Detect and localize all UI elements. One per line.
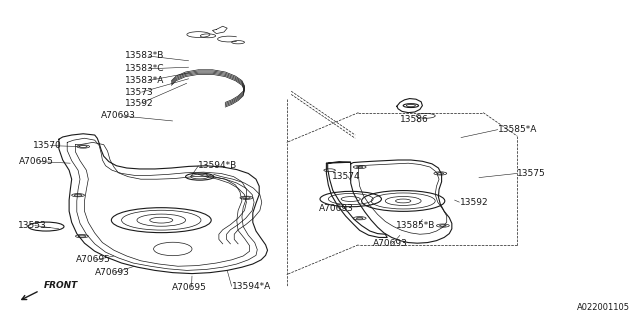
Text: 13583*C: 13583*C — [125, 64, 164, 73]
Text: A70695: A70695 — [172, 283, 206, 292]
Text: A022001105: A022001105 — [577, 303, 630, 312]
Text: 13573: 13573 — [125, 88, 154, 97]
Text: A70695: A70695 — [76, 255, 110, 264]
Text: 13585*A: 13585*A — [498, 125, 538, 134]
Text: 13586: 13586 — [400, 116, 429, 124]
Text: 13574: 13574 — [332, 172, 360, 181]
Text: 13583*A: 13583*A — [125, 76, 164, 85]
Text: 13583*B: 13583*B — [125, 52, 164, 60]
Text: FRONT: FRONT — [44, 281, 78, 290]
Text: A70693: A70693 — [101, 111, 136, 120]
Text: A70693: A70693 — [95, 268, 129, 277]
Text: 13592: 13592 — [125, 99, 154, 108]
Text: 13592: 13592 — [460, 198, 488, 207]
Ellipse shape — [150, 217, 173, 223]
Text: 13553: 13553 — [18, 221, 47, 230]
Text: 13585*B: 13585*B — [396, 221, 435, 230]
Text: A70693: A70693 — [372, 239, 407, 248]
Text: A70695: A70695 — [19, 157, 54, 166]
Text: 13594*A: 13594*A — [232, 282, 271, 291]
Text: 13594*B: 13594*B — [198, 161, 237, 170]
Text: 13575: 13575 — [517, 169, 546, 178]
Text: 13570: 13570 — [33, 141, 62, 150]
Text: A70693: A70693 — [319, 204, 353, 213]
Ellipse shape — [396, 199, 411, 203]
